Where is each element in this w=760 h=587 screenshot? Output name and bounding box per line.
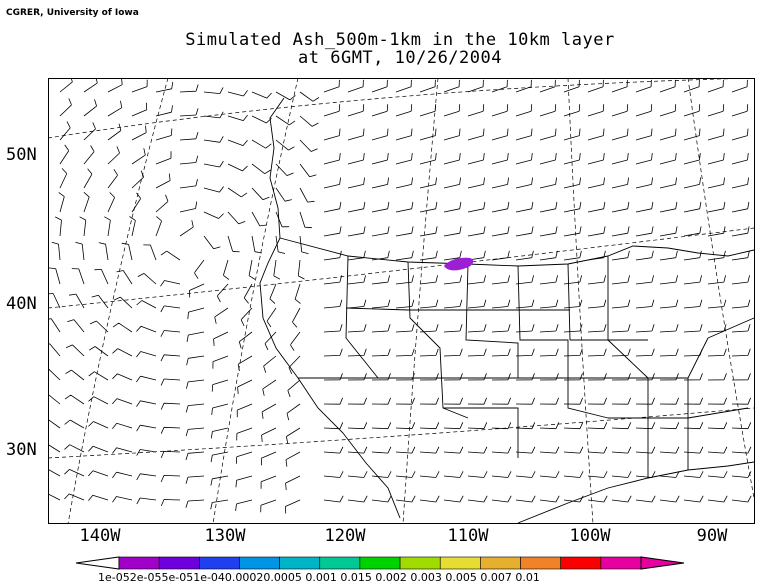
colorbar-bin — [158, 556, 200, 570]
lon-label-120w: 120W — [324, 526, 366, 546]
border-line — [345, 255, 379, 379]
credit-label: CGRER, University of Iowa — [6, 8, 139, 18]
colorbar-min-arrow — [75, 556, 120, 570]
border-line — [465, 263, 519, 378]
colorbar-bin — [199, 556, 240, 570]
graticule-line — [212, 78, 299, 524]
colorbar-bin — [239, 556, 280, 570]
border-line — [259, 97, 401, 519]
border-line — [443, 407, 519, 458]
colorbar-bin — [480, 556, 521, 570]
colorbar-bin — [279, 556, 321, 570]
colorbar-bin — [118, 556, 160, 570]
colorbar-bin — [399, 556, 441, 570]
colorbar — [75, 556, 685, 570]
colorbar-bin — [560, 556, 602, 570]
colorbar-bin — [600, 556, 642, 570]
graticule-line — [67, 78, 169, 524]
title-line-1: Simulated Ash_500m-1km in the 10km layer — [185, 30, 615, 50]
border-line — [608, 407, 749, 419]
title-line-2: at 6GMT, 10/26/2004 — [298, 48, 502, 68]
lon-label-110w: 110W — [447, 526, 489, 546]
lon-label-100w: 100W — [569, 526, 611, 546]
graticule-line — [48, 407, 755, 459]
colorbar-max-arrow — [640, 556, 685, 570]
graticule-line — [48, 227, 755, 309]
graticule-line — [48, 78, 755, 139]
border-line — [707, 317, 755, 339]
colorbar-bin — [359, 556, 401, 570]
wind-barbs — [48, 78, 752, 514]
lon-label-90w: 90W — [696, 526, 728, 546]
lon-label-140w: 140W — [79, 526, 121, 546]
border-line — [567, 263, 571, 341]
graticule-line — [687, 78, 755, 499]
lon-label-130w: 130W — [204, 526, 246, 546]
lat-label-50n: 50N — [6, 145, 37, 165]
ash-plume — [444, 257, 474, 271]
lat-label-30n: 30N — [6, 440, 37, 460]
colorbar-bin — [319, 556, 361, 570]
wind-barb-map — [48, 78, 755, 524]
colorbar-tick-labels: 1e-052e-055e-051e-040.00020.0005 0.001 0… — [98, 571, 540, 584]
lat-label-40n: 40N — [6, 294, 37, 314]
border-line — [607, 245, 755, 257]
border-line — [407, 261, 469, 419]
graticule-line — [402, 78, 439, 524]
colorbar-bin — [439, 556, 481, 570]
graticule-line — [567, 78, 594, 524]
border-line — [345, 307, 570, 311]
border-line — [517, 265, 609, 419]
colorbar-bin — [520, 556, 561, 570]
